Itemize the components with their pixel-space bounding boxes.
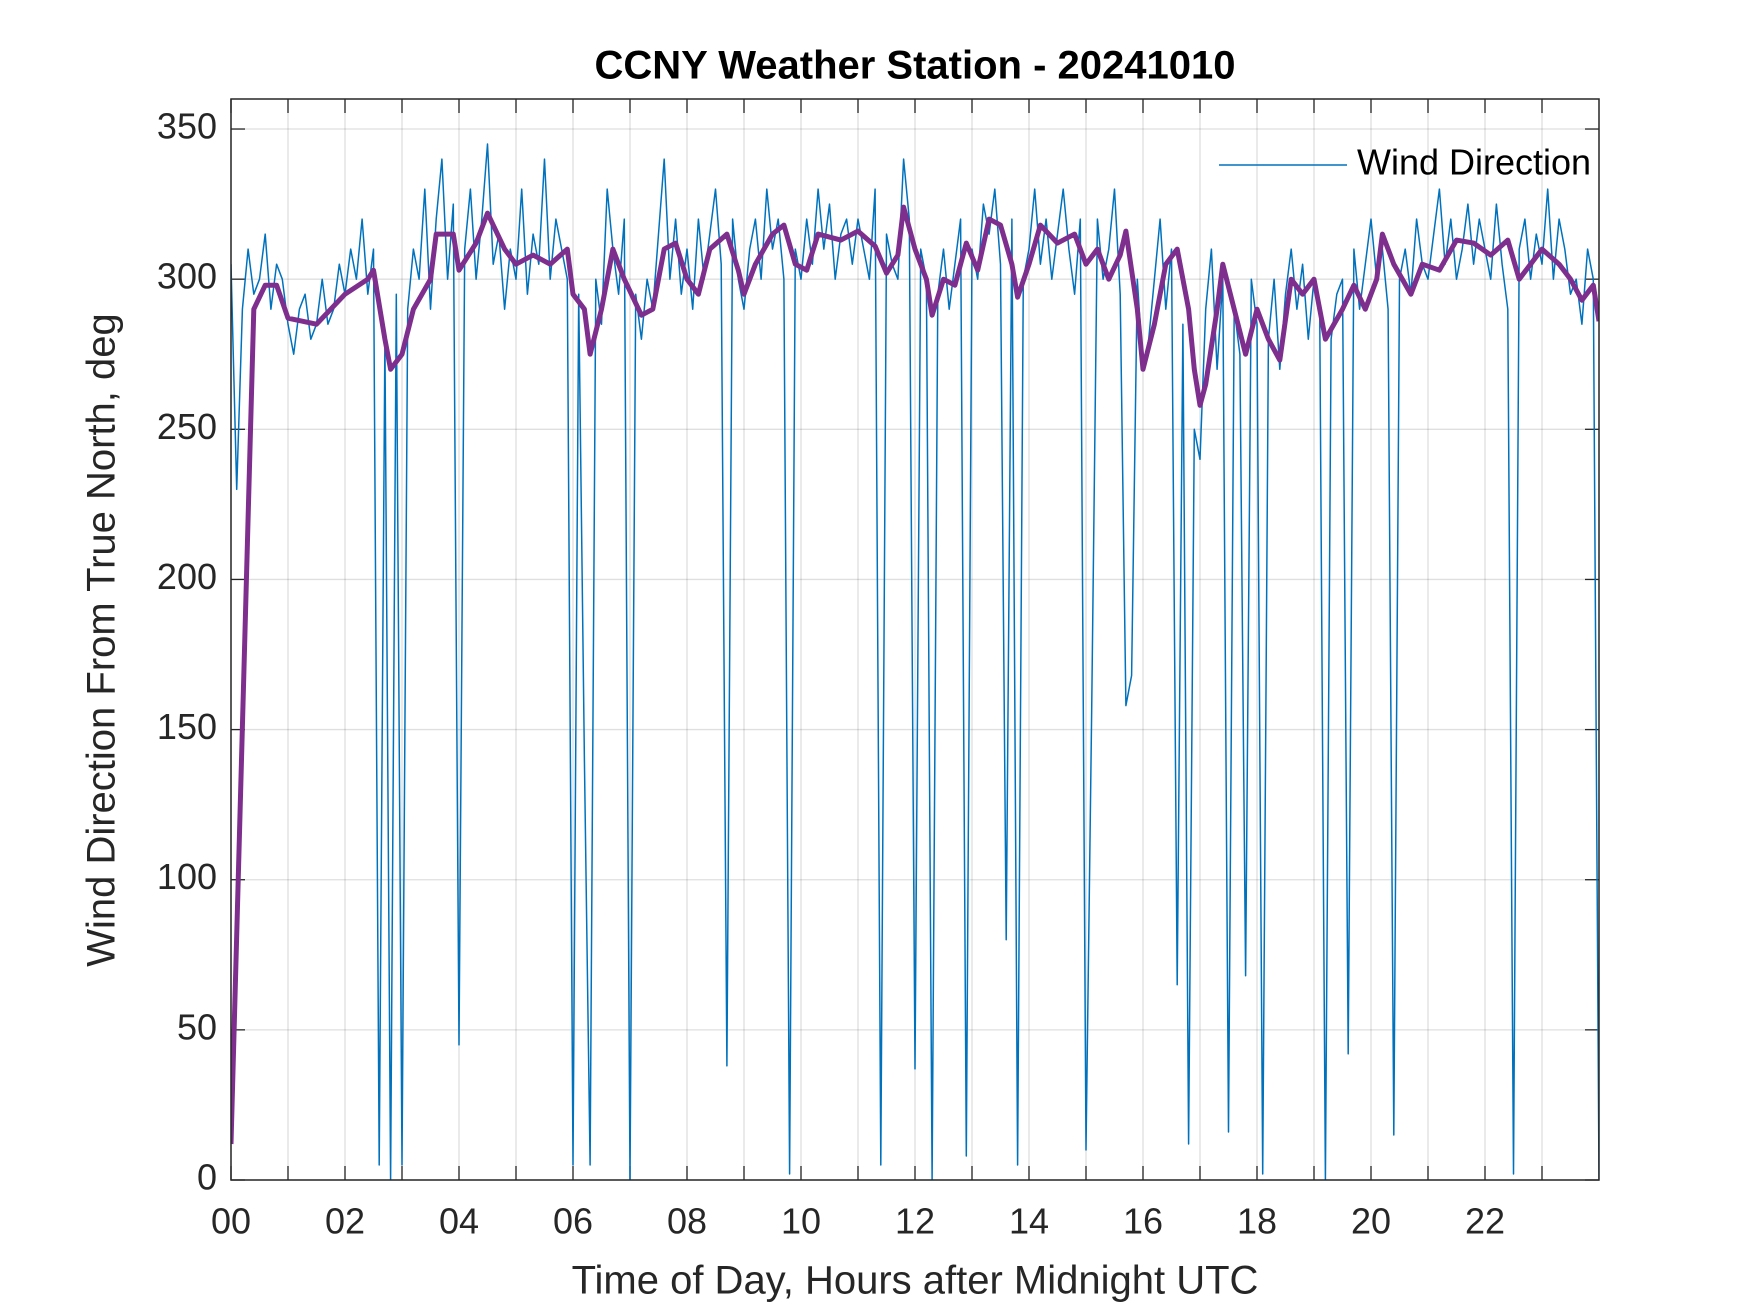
x-tick-label: 10 <box>781 1201 821 1242</box>
y-tick-label: 50 <box>177 1006 217 1047</box>
x-axis-label: Time of Day, Hours after Midnight UTC <box>572 1259 1259 1303</box>
axes-box <box>230 98 1600 1181</box>
data-line <box>231 143 1599 1180</box>
x-tick-label: 14 <box>1009 1201 1049 1242</box>
y-tick-label: 350 <box>157 106 217 147</box>
legend-label: Wind Direction <box>1357 142 1591 183</box>
x-tick-label: 06 <box>553 1201 593 1242</box>
y-tick-label: 300 <box>157 256 217 297</box>
x-tick-label: 18 <box>1237 1201 1277 1242</box>
x-tick-label: 04 <box>439 1201 479 1242</box>
y-tick-label: 150 <box>157 706 217 747</box>
y-tick-label: 250 <box>157 406 217 447</box>
x-tick-label: 12 <box>895 1201 935 1242</box>
chart-title: CCNY Weather Station - 20241010 <box>595 44 1236 88</box>
y-axis-label: Wind Direction From True North, deg <box>80 313 124 967</box>
x-tick-label: 20 <box>1351 1201 1391 1242</box>
x-tick-label: 02 <box>325 1201 365 1242</box>
x-tick-label: 08 <box>667 1201 707 1242</box>
y-tick-label: 200 <box>157 556 217 597</box>
x-tick-label: 00 <box>211 1201 251 1242</box>
y-tick-label: 100 <box>157 856 217 897</box>
x-tick-label: 16 <box>1123 1201 1163 1242</box>
data-line <box>231 204 1599 1145</box>
y-tick-label: 0 <box>197 1157 217 1198</box>
x-tick-label: 22 <box>1465 1201 1505 1242</box>
